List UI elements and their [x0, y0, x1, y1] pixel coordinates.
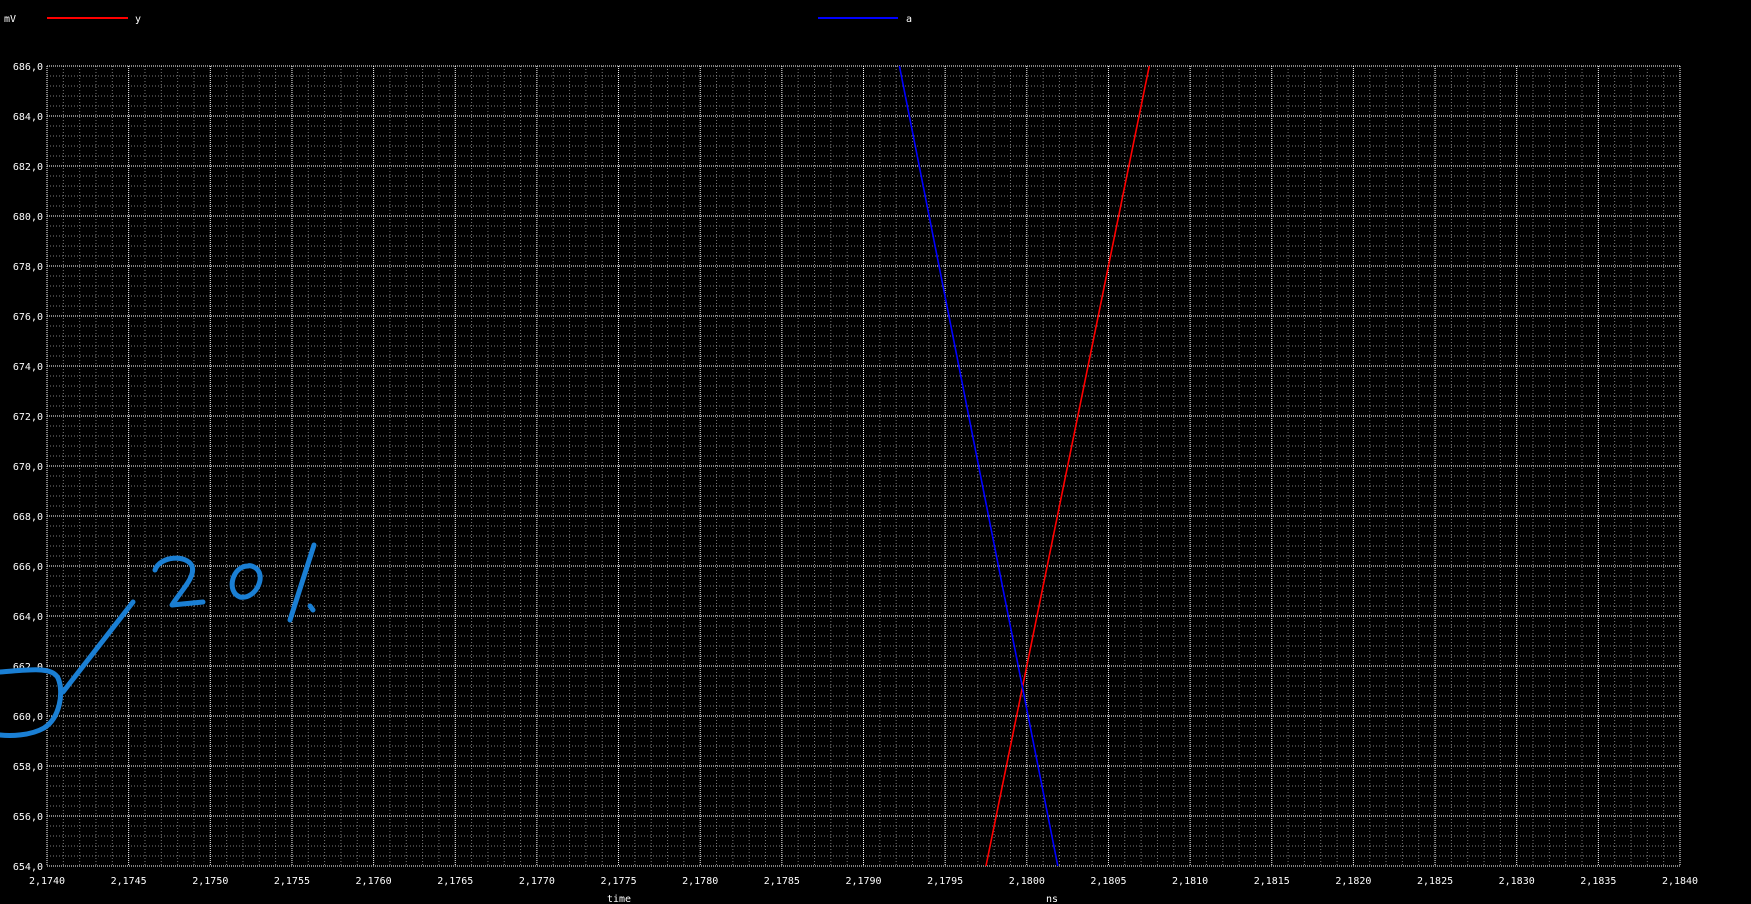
y-axis-ticks: 654,0656,0658,0660,0662,0664,0666,0668,0… — [13, 62, 43, 873]
x-axis-label: time — [607, 894, 631, 904]
y-tick-label: 658,0 — [13, 762, 43, 773]
x-tick-label: 2,1785 — [764, 876, 800, 887]
x-tick-label: 2,1815 — [1254, 876, 1290, 887]
x-tick-label: 2,1840 — [1662, 876, 1698, 887]
y-tick-label: 680,0 — [13, 212, 43, 223]
y-tick-label: 656,0 — [13, 812, 43, 823]
handwritten-annotation — [0, 542, 317, 738]
x-tick-label: 2,1830 — [1499, 876, 1535, 887]
legend-label-y: y — [135, 14, 141, 25]
y-unit-label: mV — [4, 14, 16, 25]
y-tick-label: 670,0 — [13, 462, 43, 473]
x-tick-label: 2,1795 — [927, 876, 963, 887]
series-line-y — [985, 65, 1151, 867]
y-tick-label: 654,0 — [13, 862, 43, 873]
y-tick-label: 664,0 — [13, 612, 43, 623]
x-tick-label: 2,1820 — [1335, 876, 1371, 887]
y-tick-label: 686,0 — [13, 62, 43, 73]
y-tick-label: 660,0 — [13, 712, 43, 723]
x-tick-label: 2,1805 — [1090, 876, 1126, 887]
x-tick-label: 2,1750 — [192, 876, 228, 887]
y-tick-label: 674,0 — [13, 362, 43, 373]
y-tick-label: 676,0 — [13, 312, 43, 323]
x-axis-ticks: 2,1740 2,1745 2,1750 2,1755 2,1760 2,1765 2,17… — [29, 876, 1698, 887]
x-tick-label: 2,1800 — [1009, 876, 1045, 887]
annotation-digit-0 — [229, 563, 263, 600]
x-unit-label: ns — [1046, 894, 1058, 904]
legend: mV y a — [4, 14, 912, 25]
series-line-a — [898, 65, 1059, 867]
y-tick-label: 668,0 — [13, 512, 43, 523]
grid — [46, 65, 1681, 867]
x-tick-label: 2,1825 — [1417, 876, 1453, 887]
legend-label-a: a — [906, 14, 912, 25]
annotation-left-stroke — [0, 667, 64, 738]
x-tick-label: 2,1755 — [274, 876, 310, 887]
x-tick-label: 2,1765 — [437, 876, 473, 887]
annotation-slash-stroke — [60, 599, 136, 695]
annotation-percent-slash — [287, 542, 317, 623]
x-tick-label: 2,1760 — [356, 876, 392, 887]
x-tick-label: 2,1770 — [519, 876, 555, 887]
y-tick-label: 682,0 — [13, 162, 43, 173]
annotation-digit-2 — [152, 555, 206, 608]
x-tick-label: 2,1835 — [1580, 876, 1616, 887]
y-tick-label: 672,0 — [13, 412, 43, 423]
y-tick-label: 678,0 — [13, 262, 43, 273]
x-tick-label: 2,1745 — [111, 876, 147, 887]
y-tick-label: 684,0 — [13, 112, 43, 123]
y-tick-label: 666,0 — [13, 562, 43, 573]
x-tick-label: 2,1780 — [682, 876, 718, 887]
x-tick-label: 2,1810 — [1172, 876, 1208, 887]
annotation-percent-dot — [307, 603, 316, 613]
x-tick-label: 2,1790 — [845, 876, 881, 887]
x-tick-label: 2,1740 — [29, 876, 65, 887]
series-group — [898, 65, 1151, 867]
x-tick-label: 2,1775 — [600, 876, 636, 887]
